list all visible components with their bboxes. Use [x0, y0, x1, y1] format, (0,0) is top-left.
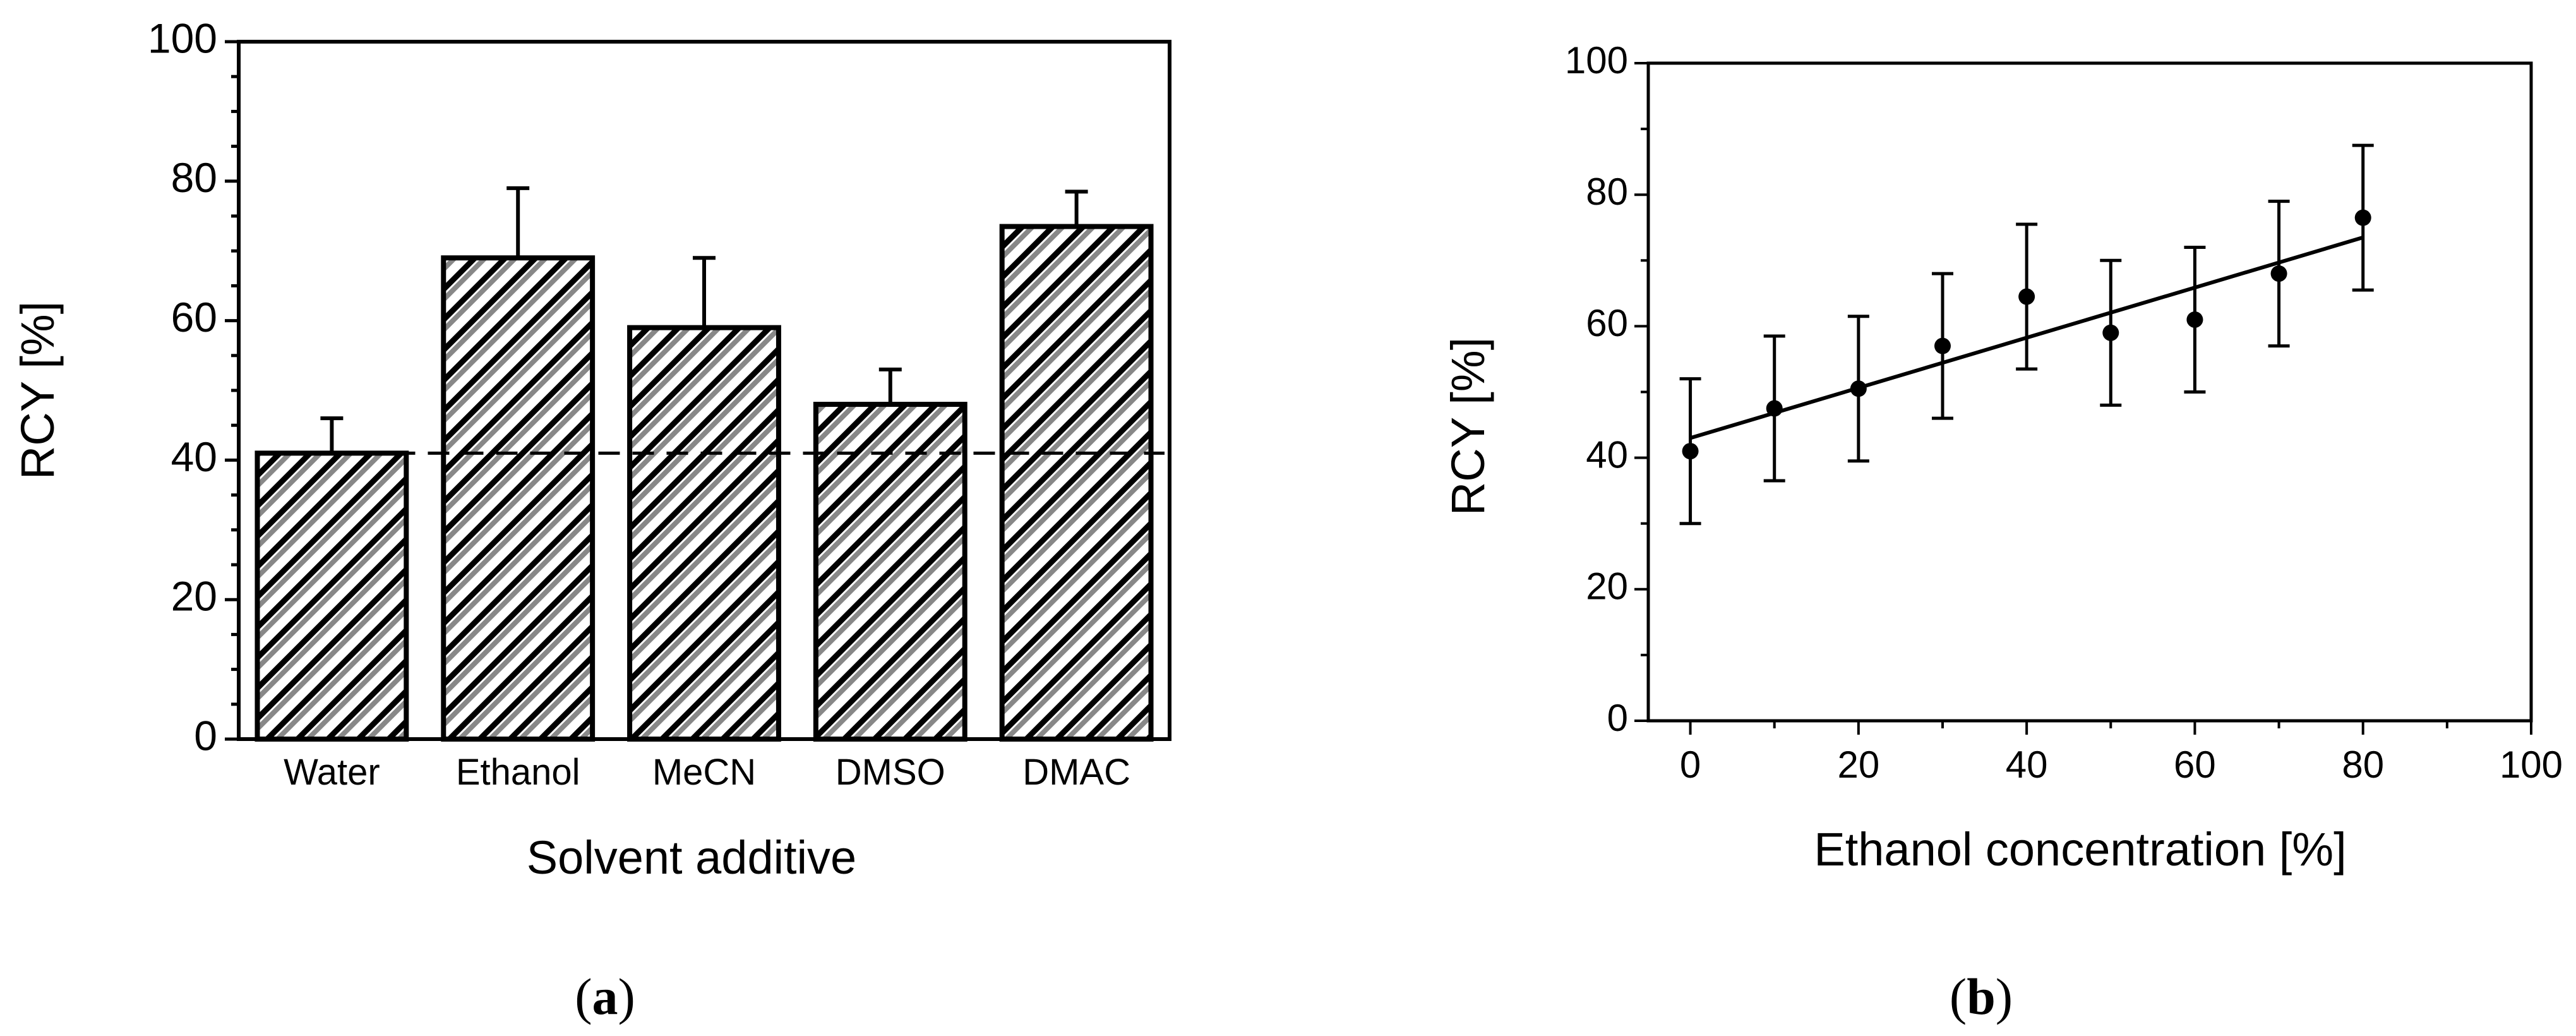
category-label-dmac: DMAC: [1022, 752, 1130, 793]
bar-ethanol: [441, 255, 596, 742]
y-tick-label: 40: [171, 433, 217, 480]
category-label-ethanol: Ethanol: [456, 752, 580, 793]
y-tick-label: 20: [171, 573, 217, 620]
y-tick-label: 80: [1586, 171, 1628, 213]
bar-dmac: [999, 224, 1154, 742]
x-axis-title-b: Ethanol concentration [%]: [1814, 823, 2346, 876]
bar-chart-panel-a: 0 20 40 60 80 100 Water Ethanol MeCN DMS…: [11, 15, 1171, 1025]
data-point: [2186, 311, 2203, 328]
y-tick-label: 20: [1586, 565, 1628, 608]
data-point: [1682, 443, 1699, 460]
data-point: [2270, 265, 2287, 282]
data-point: [1850, 380, 1867, 397]
x-axis-title-a: Solvent additive: [527, 831, 856, 884]
y-axis-title-a: RCY [%]: [11, 301, 64, 479]
y-tick-label: 100: [148, 15, 217, 61]
x-tick-label: 40: [2006, 744, 2048, 786]
bar-dmso: [813, 402, 967, 742]
y-axis-title-b: RCY [%]: [1442, 337, 1494, 515]
x-tick-label: 0: [1680, 744, 1701, 786]
x-tick-label: 100: [2500, 744, 2563, 786]
y-tick-label: 100: [1565, 39, 1628, 81]
x-tick-label: 20: [1837, 744, 1879, 786]
data-point: [1934, 337, 1951, 354]
data-point: [2018, 288, 2035, 305]
panel-label-a: (a): [575, 968, 635, 1025]
y-tick-label: 40: [1586, 433, 1628, 476]
x-tick-label: 80: [2342, 744, 2384, 786]
data-points-b: [1679, 143, 2374, 526]
bar-water: [255, 450, 409, 742]
category-label-mecn: MeCN: [652, 752, 756, 793]
y-axis-ticks-a: [225, 40, 239, 741]
y-tick-label: 60: [1586, 302, 1628, 344]
data-point: [2354, 209, 2371, 226]
y-tick-label: 60: [171, 294, 217, 340]
data-point: [1766, 400, 1783, 417]
x-tick-labels-b: 0 20 40 60 80 100: [1680, 744, 2563, 786]
y-tick-label: 80: [171, 154, 217, 201]
panel-label-a-letter: a: [592, 968, 618, 1025]
axis-ticks-b: [1634, 62, 2532, 735]
category-label-water: Water: [284, 752, 380, 793]
bar-mecn: [627, 325, 781, 742]
panel-label-b: (b): [1950, 968, 2013, 1025]
scatter-chart-panel-b: 0 20 40 60 80 100 0 20 40 60 80 100 Etha…: [1442, 39, 2563, 1025]
y-tick-labels-a: 0 20 40 60 80 100: [148, 15, 217, 759]
plot-frame-b: [1646, 61, 2533, 723]
category-labels-a: Water Ethanol MeCN DMSO DMAC: [284, 752, 1130, 793]
panel-label-b-letter: b: [1967, 968, 1996, 1025]
y-tick-label: 0: [194, 712, 217, 759]
data-point: [2102, 324, 2119, 341]
category-label-dmso: DMSO: [836, 752, 945, 793]
y-tick-labels-b: 0 20 40 60 80 100: [1565, 39, 1628, 739]
x-tick-label: 60: [2174, 744, 2216, 786]
bars-a: [255, 186, 1154, 742]
y-tick-label: 0: [1607, 697, 1628, 739]
